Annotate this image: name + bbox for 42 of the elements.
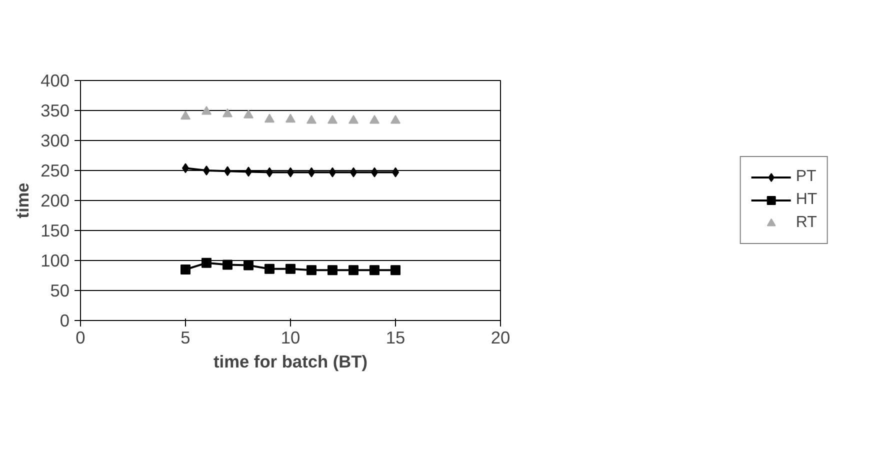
point xyxy=(328,115,338,124)
point xyxy=(286,114,296,123)
point xyxy=(222,108,232,118)
y-axis-title: time xyxy=(12,182,33,218)
x-tick-label: 10 xyxy=(280,328,300,348)
point xyxy=(328,265,338,276)
y-tick-label: 400 xyxy=(40,70,70,90)
point xyxy=(264,114,274,123)
x-tick-label: 0 xyxy=(76,328,86,348)
point xyxy=(264,264,274,274)
y-tick-label: 150 xyxy=(40,220,70,240)
legend-label: HT xyxy=(796,191,818,209)
point xyxy=(180,110,190,120)
point xyxy=(202,106,212,115)
point xyxy=(348,265,358,276)
legend-label: PT xyxy=(796,168,816,186)
x-tick-label: 20 xyxy=(490,328,510,348)
point xyxy=(203,166,210,176)
point xyxy=(180,264,190,274)
point xyxy=(306,115,316,124)
x-tick-label: 5 xyxy=(180,328,190,348)
point xyxy=(390,115,400,124)
y-tick-label: 350 xyxy=(40,100,70,120)
point xyxy=(370,265,380,276)
point xyxy=(286,264,296,274)
point xyxy=(390,265,400,276)
x-axis-title: time for batch (BT) xyxy=(213,352,368,372)
y-tick-label: 250 xyxy=(40,160,70,180)
x-tick-label: 15 xyxy=(386,328,406,348)
y-tick-label: 200 xyxy=(40,190,70,210)
point xyxy=(202,258,212,268)
y-tick-label: 0 xyxy=(60,310,70,330)
y-tick-label: 100 xyxy=(40,250,70,270)
point xyxy=(306,265,316,276)
point xyxy=(348,115,358,124)
y-tick-label: 50 xyxy=(50,280,70,300)
point xyxy=(370,115,380,124)
legend-label: RT xyxy=(796,214,817,232)
point xyxy=(244,110,254,118)
y-tick-label: 300 xyxy=(40,130,70,150)
point xyxy=(244,260,254,270)
point xyxy=(222,260,232,270)
